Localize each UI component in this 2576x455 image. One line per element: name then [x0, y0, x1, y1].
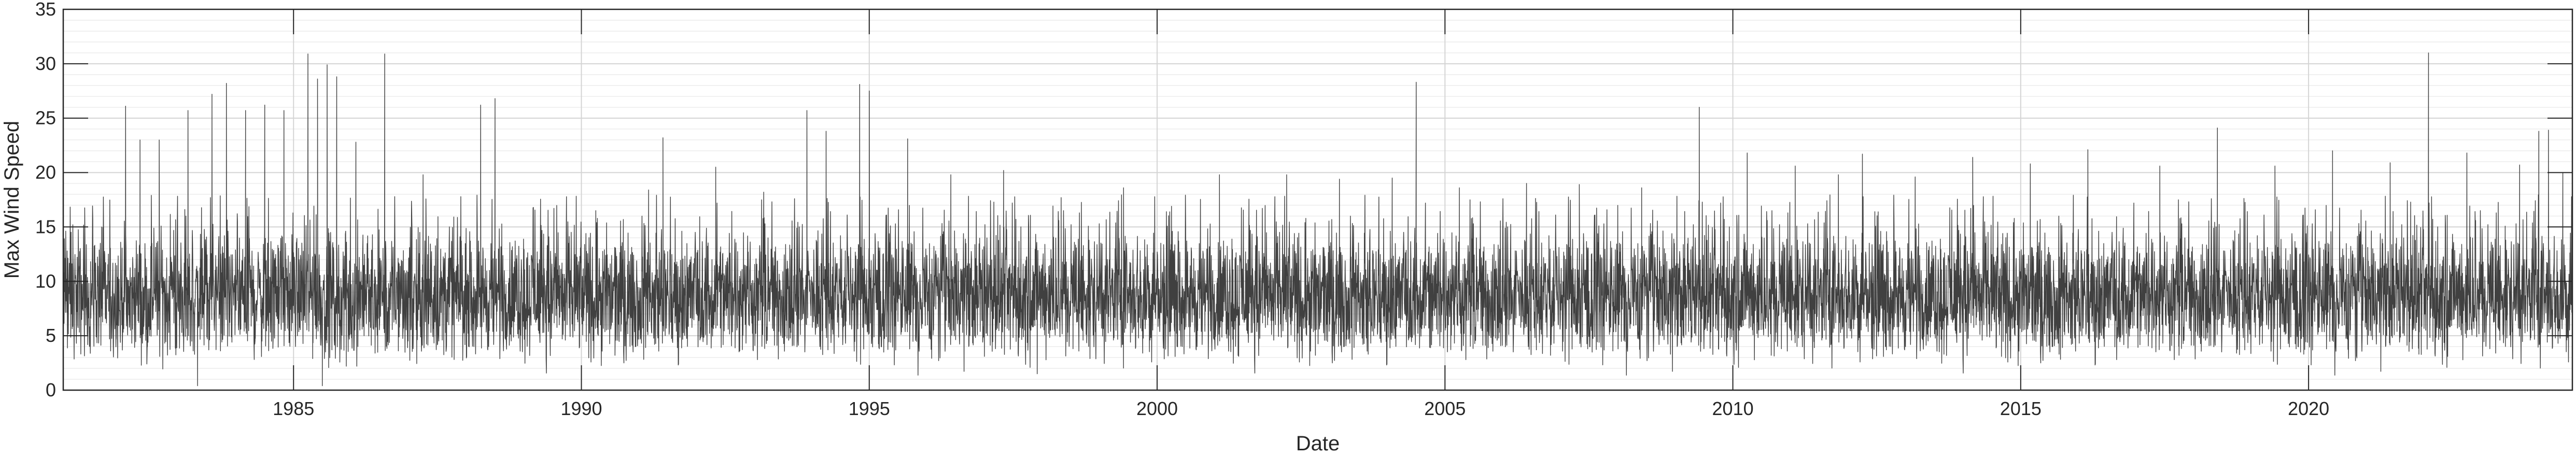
y-tick-label: 5	[46, 325, 56, 346]
y-tick-label: 10	[35, 270, 56, 292]
x-tick-label: 2005	[1424, 398, 1466, 419]
x-tick-label: 2000	[1136, 398, 1178, 419]
axes-layer	[62, 8, 2573, 391]
y-tick-label: 35	[35, 0, 56, 20]
y-axis-label: Max Wind Speed	[1, 121, 23, 279]
y-tick-label: 0	[46, 379, 56, 401]
x-tick-label: 2020	[2288, 398, 2329, 419]
series-layer	[63, 52, 2573, 387]
series-line-max-wind-speed	[63, 52, 2573, 387]
x-tick-label: 1985	[273, 398, 314, 419]
plot-frame	[62, 8, 2573, 391]
x-tick-label: 2010	[1712, 398, 1754, 419]
y-tick-label: 30	[35, 53, 56, 74]
y-tick-label: 15	[35, 216, 56, 237]
y-tick-label: 25	[35, 107, 56, 129]
x-tick-label: 1990	[560, 398, 602, 419]
tick-labels: 0 5 10 15 20 25 30 35 1985 1990 1995 2000 2005 2010 20…	[35, 0, 2329, 419]
x-tick-label: 2015	[2000, 398, 2042, 419]
x-tick-label: 1995	[849, 398, 890, 419]
y-tick-label: 20	[35, 162, 56, 183]
x-axis-label: Date	[1296, 432, 1340, 455]
